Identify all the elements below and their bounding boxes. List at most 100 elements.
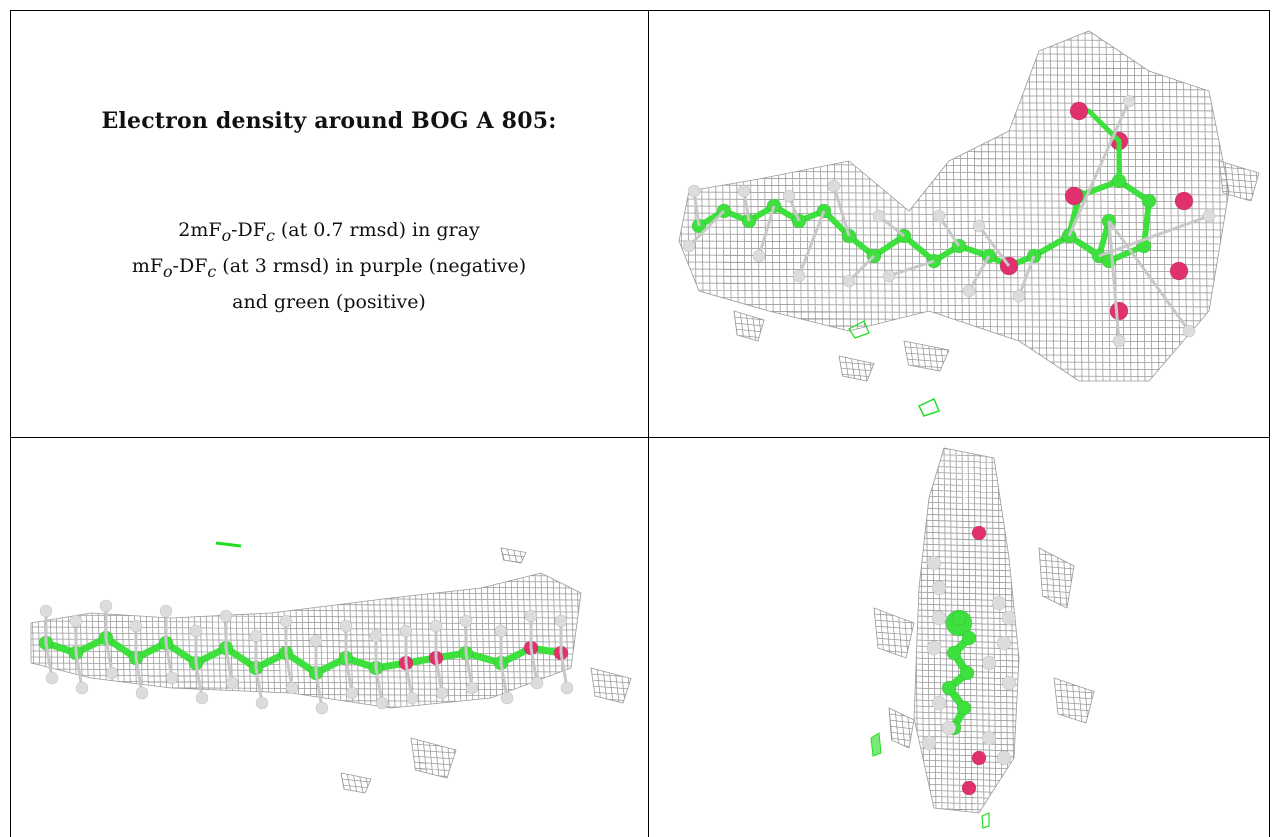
- hydrogen-atom: [195, 691, 209, 705]
- carbon-atom: [959, 665, 975, 681]
- hydrogen-atom: [315, 701, 329, 715]
- hydrogen-atom: [345, 686, 359, 700]
- hydrogen-atom: [524, 609, 538, 623]
- bond: [967, 255, 991, 292]
- hydrogen-atom: [560, 681, 574, 695]
- bond: [1076, 178, 1122, 199]
- hydrogen-atom: [962, 284, 976, 298]
- bond: [888, 259, 935, 278]
- oxygen-atom: [1069, 101, 1089, 121]
- table-border-top: [10, 10, 1270, 11]
- hydrogen-atom: [842, 274, 856, 288]
- hydrogen-atom: [135, 686, 149, 700]
- hydrogen-atom: [1001, 610, 1017, 626]
- hydrogen-atom: [931, 610, 947, 626]
- hydrogen-atom: [752, 249, 766, 263]
- hydrogen-atom: [159, 604, 173, 618]
- hydrogen-atom: [1182, 324, 1196, 338]
- legend-sub: c: [265, 225, 275, 245]
- oxygen-atom: [1109, 301, 1129, 321]
- hydrogen-atom: [782, 189, 796, 203]
- bond: [977, 225, 1011, 267]
- density-mesh-outline: [1053, 677, 1095, 724]
- hydrogen-atom: [405, 691, 419, 705]
- hydrogen-atom: [996, 635, 1012, 651]
- hydrogen-atom: [309, 634, 323, 648]
- figure-table: Electron density around BOG A 805: 2mFo-…: [10, 10, 1270, 837]
- table-column-divider: [648, 10, 649, 837]
- hydrogen-atom: [926, 640, 942, 656]
- figure-title: Electron density around BOG A 805:: [101, 108, 557, 134]
- oxygen-atom: [1064, 186, 1084, 206]
- hydrogen-atom: [500, 691, 514, 705]
- legend-text: 2mF: [178, 219, 222, 241]
- positive-density-blob: [215, 541, 242, 548]
- density-mesh-outline: [913, 447, 1020, 814]
- view-2-bottom-left: [11, 438, 648, 837]
- oxygen-atom: [971, 525, 987, 541]
- figure-description: 2mFo-DFc (at 0.7 rmsd) in gray mFo-DFc (…: [10, 215, 648, 317]
- hydrogen-atom: [1001, 675, 1017, 691]
- positive-density-blob: [870, 732, 882, 757]
- hydrogen-atom: [941, 720, 957, 736]
- bond: [1107, 220, 1191, 332]
- hydrogen-atom: [494, 624, 508, 638]
- table-border-left: [10, 10, 11, 837]
- hydrogen-atom: [369, 629, 383, 643]
- density-mesh-outline: [838, 355, 875, 382]
- positive-density-blob: [917, 397, 941, 417]
- hydrogen-atom: [279, 614, 293, 628]
- hydrogen-atom: [429, 619, 443, 633]
- oxygen-atom: [1174, 191, 1194, 211]
- hydrogen-atom: [932, 209, 946, 223]
- density-mesh-outline: [1038, 547, 1075, 609]
- bond: [1017, 255, 1036, 297]
- oxygen-atom: [961, 780, 977, 796]
- legend-line-colors: and green (positive): [232, 290, 426, 313]
- hydrogen-atom: [219, 609, 233, 623]
- density-mesh-outline: [590, 667, 632, 704]
- density-mesh-outline: [903, 340, 950, 372]
- table-row-divider: [10, 437, 1270, 438]
- hydrogen-atom: [339, 619, 353, 633]
- caption-cell: Electron density around BOG A 805: 2mFo-…: [10, 10, 648, 437]
- hydrogen-atom: [45, 671, 59, 685]
- hydrogen-atom: [189, 624, 203, 638]
- density-mesh-outline: [888, 707, 915, 749]
- hydrogen-atom: [249, 629, 263, 643]
- hydrogen-atom: [981, 730, 997, 746]
- hydrogen-atom: [99, 599, 113, 613]
- table-border-right: [1269, 10, 1270, 837]
- hydrogen-atom: [931, 580, 947, 596]
- hydrogen-atom: [465, 681, 479, 695]
- legend-text: mF: [131, 254, 164, 277]
- hydrogen-atom: [69, 614, 83, 628]
- hydrogen-atom: [129, 619, 143, 633]
- carbon-atom: [961, 630, 977, 646]
- hydrogen-atom: [1112, 334, 1126, 348]
- bond: [797, 210, 826, 277]
- hydrogen-atom: [554, 614, 568, 628]
- hydrogen-atom: [996, 750, 1012, 766]
- legend-line-fo: mFo-DFc (at 3 rmsd) in purple (negative): [10, 251, 648, 287]
- density-mesh-outline: [678, 30, 1230, 382]
- bond: [1098, 214, 1210, 258]
- carbon-atom: [956, 700, 972, 716]
- hydrogen-atom: [926, 555, 942, 571]
- hydrogen-atom: [459, 614, 473, 628]
- legend-sub: o: [221, 225, 232, 245]
- legend-text: -DF: [231, 219, 266, 241]
- hydrogen-atom: [682, 239, 696, 253]
- hydrogen-atom: [435, 686, 449, 700]
- hydrogen-atom: [399, 624, 413, 638]
- oxygen-atom: [971, 750, 987, 766]
- bond: [1067, 100, 1131, 237]
- positive-density-blob: [981, 812, 990, 829]
- positive-density-blob: [848, 320, 870, 339]
- view-3-bottom-right: [649, 438, 1269, 837]
- bond: [1107, 220, 1121, 342]
- hydrogen-atom: [981, 655, 997, 671]
- hydrogen-atom: [991, 595, 1007, 611]
- hydrogen-atom: [827, 179, 841, 193]
- legend-text: -DF: [172, 254, 208, 277]
